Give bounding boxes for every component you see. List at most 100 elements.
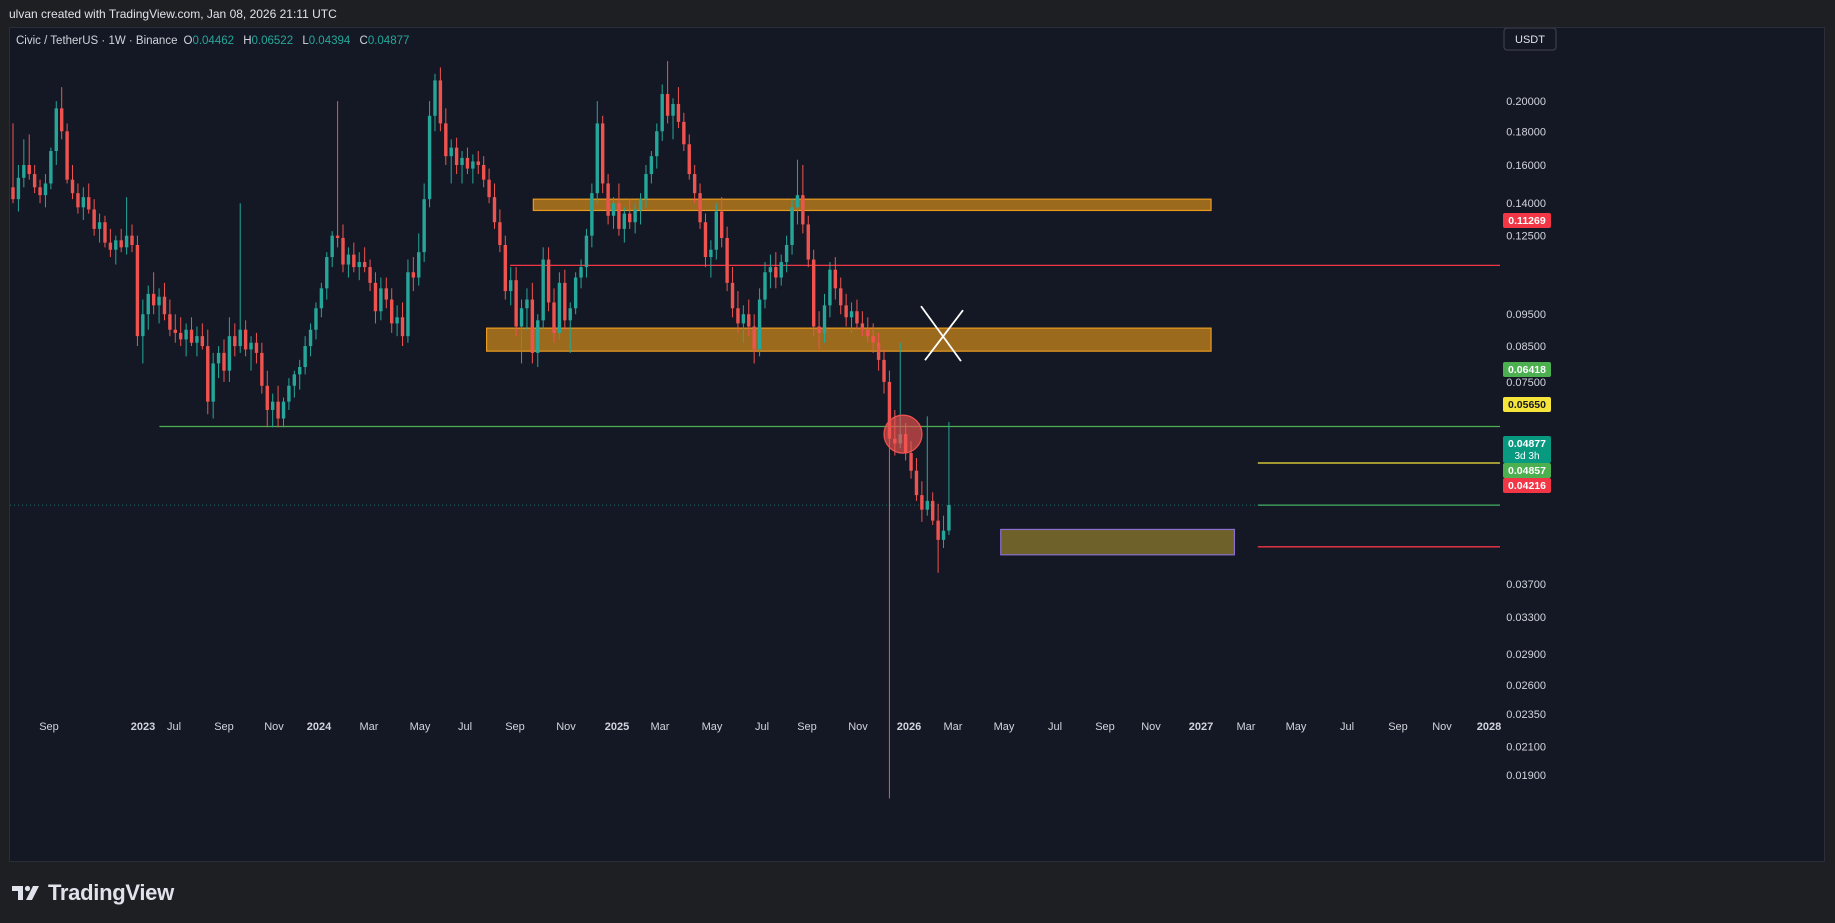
candle-body [676,103,681,122]
cross-marker-stroke[interactable] [924,309,964,361]
candles-layer [11,61,951,799]
price-tag: 0.04216 [1503,478,1551,493]
candle [38,179,42,204]
x-tick-label: Sep [214,721,234,733]
candle-body [806,224,810,260]
x-tick-label: Jul [1340,721,1354,733]
candle [22,139,26,188]
candle-body [87,197,91,210]
candle [509,267,513,306]
candle [498,209,502,253]
candle-body [173,329,177,333]
candle [849,302,854,333]
cross-marker-stroke[interactable] [920,305,962,362]
candle [844,293,848,327]
price-chart[interactable]: 0.20000 0.18000 0.16000 0.14000 0.12500 0.095… [10,27,1824,861]
candle-body [206,346,210,402]
tradingview-logo[interactable]: TradingView [12,880,174,906]
candle-body [119,240,123,248]
candle-body [628,213,632,223]
candle [70,164,75,200]
currency-button[interactable]: USDT [1503,27,1557,51]
candle [81,187,86,221]
candle [573,272,578,315]
zone-rect[interactable] [485,327,1212,352]
candle [157,288,161,324]
candle-body [487,179,491,198]
candle [476,151,480,175]
candle-body [276,401,280,419]
candle-body [438,80,443,124]
candle [633,203,637,234]
price-axis: 0.20000 0.18000 0.16000 0.14000 0.12500 0.095… [1506,96,1546,782]
candle-body [357,262,361,268]
candle-body [135,244,140,337]
candle-body [433,80,437,116]
candle [87,183,91,214]
price-tag-value: 0.04216 [1508,480,1546,492]
candle-body [32,174,37,188]
candle-body [498,222,502,245]
attribution-bar: ulvan created with TradingView.com, Jan … [0,0,1835,28]
circle-marker[interactable] [883,414,923,454]
candle-body [395,317,399,324]
candle [687,134,691,180]
candle [817,311,821,350]
candle [76,183,80,214]
y-tick-label: 0.08500 [1506,341,1546,353]
candle [433,73,437,132]
candle [59,87,64,140]
candle-body [703,222,708,258]
candle-body [747,314,751,327]
candle-body [530,299,535,353]
candle [417,233,421,286]
candle-body [709,249,713,258]
candle [276,385,280,428]
candle [487,168,491,204]
x-tick-label: Sep [1095,721,1115,733]
candle-body [22,164,26,178]
candle [600,115,605,194]
y-tick-label: 0.20000 [1506,96,1546,108]
candle-body [292,374,297,386]
candle [319,282,324,318]
x-tick-label: 2024 [307,721,332,733]
candle [660,84,664,141]
candle-body [298,367,302,375]
price-tag-bg [1503,463,1551,478]
candle-body [660,94,664,132]
candle [427,101,432,208]
candle [303,336,307,375]
zones-layer [485,198,1236,556]
candle-body [936,520,940,540]
candle-body [882,359,886,382]
x-tick-label: May [1286,721,1307,733]
y-tick-label: 0.14000 [1506,198,1546,210]
zone-rect[interactable] [532,198,1212,212]
chart-frame[interactable]: 0.20000 0.18000 0.16000 0.14000 0.12500 0.095… [9,27,1825,862]
candle [720,197,724,248]
candle [801,164,805,234]
candle-body [11,187,15,200]
candle-body [249,342,253,350]
y-tick-label: 0.07500 [1506,377,1546,389]
candle [254,332,259,364]
candle-body [849,311,854,318]
zone-rect[interactable] [1000,528,1236,556]
footer-bar: TradingView [0,870,1835,923]
price-tag: 0.06418 [1503,362,1551,377]
candle [839,277,843,315]
candle [233,323,237,357]
x-tick-label: Nov [1141,721,1161,733]
candle-body [866,329,870,337]
candle [676,87,681,129]
candle [757,288,762,357]
candle-body [817,326,821,333]
candle-body [65,131,69,180]
candle [27,134,31,180]
candle-body [114,240,118,250]
candle-body [492,197,497,223]
candle [606,174,610,225]
candle [146,285,150,330]
x-tick-label: Mar [1237,721,1256,733]
